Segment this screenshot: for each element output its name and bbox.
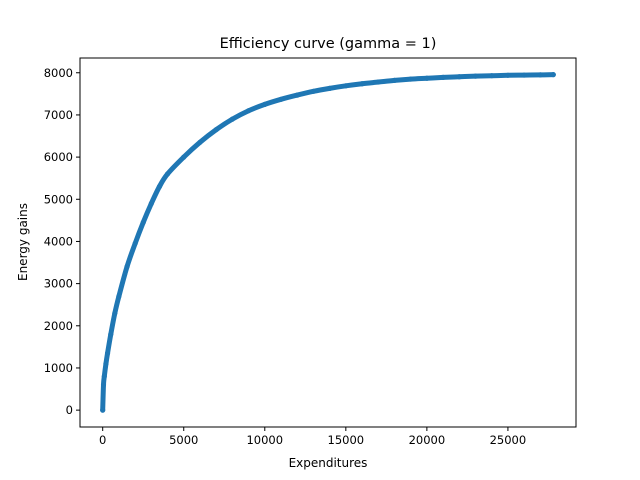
data-point [327,85,333,91]
data-point [505,72,511,78]
plot-frame [79,57,577,428]
data-point [440,74,446,80]
data-point [245,108,252,114]
data-point [375,79,381,85]
data-point [108,331,114,337]
data-point [100,382,107,388]
x-tick-label: 15000 [328,433,365,447]
data-point [472,73,479,79]
data-point [148,200,154,207]
y-axis-label: Energy gains [16,203,30,281]
y-tick-label: 8000 [44,66,73,80]
data-point [550,72,556,78]
data-point [278,96,284,102]
data-point [112,310,118,316]
data-point [103,361,109,367]
plot-area [100,72,556,413]
data-point [408,76,414,82]
data-point [310,88,317,94]
y-tick-label: 2000 [44,319,73,333]
data-point [537,72,543,78]
y-tick-label: 5000 [44,192,73,206]
x-tick-label: 10000 [246,433,283,447]
data-point [343,83,349,89]
chart-title: Efficiency curve (gamma = 1) [220,36,437,52]
x-tick-label: 25000 [490,433,527,447]
data-point [489,73,495,79]
x-axis-label: Expenditures [289,456,368,470]
y-tick-label: 6000 [44,150,73,164]
y-axis: 0 1000 2000 3000 4000 5000 6000 7000 8000 [44,66,80,417]
data-point [124,264,130,270]
x-tick-label: 5000 [169,433,198,447]
data-point [156,184,163,190]
data-point [456,74,462,80]
data-point [213,127,219,133]
x-tick-label: 0 [99,433,106,447]
data-point [229,116,235,122]
data-point [391,77,398,83]
y-tick-label: 0 [66,403,73,417]
data-point [164,171,171,177]
data-point [294,92,300,98]
y-tick-label: 3000 [44,277,73,291]
data-point [197,139,203,145]
y-tick-label: 1000 [44,361,73,375]
data-point [116,293,122,299]
data-point [424,75,430,81]
data-point [140,219,146,226]
data-point [359,81,365,87]
y-tick-label: 7000 [44,108,73,122]
x-axis: 0 5000 10000 15000 20000 25000 [99,427,526,447]
data-point [521,72,527,78]
data-point [132,240,138,247]
data-point [181,154,187,160]
x-tick-label: 20000 [409,433,446,447]
data-point [104,350,111,356]
series-line [100,72,556,413]
y-tick-label: 4000 [44,234,73,248]
data-point [100,407,106,413]
data-point [262,101,268,107]
data-point [101,373,107,379]
